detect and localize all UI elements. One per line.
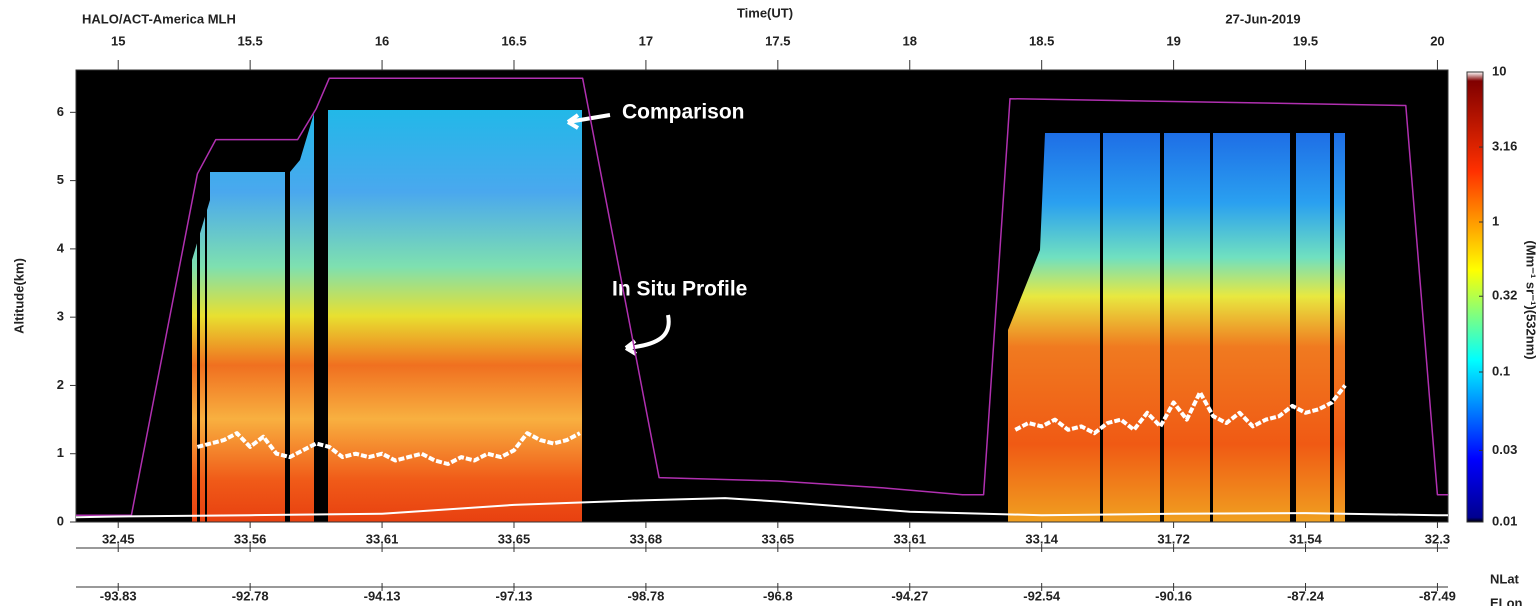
secondary-tick-label: 32.3 (1425, 531, 1450, 546)
secondary-tick-label: -87.24 (1287, 588, 1325, 603)
plot-frame (75, 69, 1449, 523)
secondary-tick-label: -92.78 (232, 588, 269, 603)
series-line (75, 497, 1448, 519)
secondary-tick-label: -93.83 (100, 588, 137, 603)
secondary-tick-label: -94.13 (364, 588, 401, 603)
y-tick-label: 1 (57, 445, 64, 460)
colorbar (1466, 71, 1484, 523)
secondary-tick-label: 33.61 (366, 531, 399, 546)
secondary-tick-label: 32.45 (102, 531, 135, 546)
date: 27-Jun-2019 (1225, 11, 1300, 26)
x-tick-label: 16 (375, 33, 389, 48)
y-tick-label: 5 (57, 172, 64, 187)
secondary-tick-label: 33.61 (893, 531, 926, 546)
x-tick-label: 19.5 (1293, 33, 1318, 48)
secondary-tick-label: 31.54 (1289, 531, 1322, 546)
secondary-tick-label: -90.16 (1155, 588, 1192, 603)
x-tick-label: 17.5 (765, 33, 790, 48)
secondary-tick-label: -96.8 (763, 588, 793, 603)
secondary-tick-label: -94.27 (891, 588, 928, 603)
x-tick-label: 19 (1166, 33, 1180, 48)
colorbar-label: (Mm⁻¹ sr⁻¹)(532nm) (1524, 240, 1536, 359)
colorbar-tick-label: 0.01 (1492, 513, 1517, 528)
secondary-tick-label: -98.78 (627, 588, 664, 603)
secondary-tick-label: -97.13 (496, 588, 533, 603)
x-tick-label: 18.5 (1029, 33, 1054, 48)
secondary-tick-label: -87.49 (1419, 588, 1456, 603)
secondary-tick-label: 33.68 (630, 531, 663, 546)
y-tick-label: 6 (57, 104, 64, 119)
secondary-axis-label: ELon (1490, 595, 1523, 606)
colorbar-tick-label: 0.32 (1492, 288, 1517, 303)
secondary-axis-label: NLat (1490, 571, 1520, 586)
x-tick-label: 18 (903, 33, 917, 48)
secondary-tick-label: 31.72 (1157, 531, 1190, 546)
secondary-tick-label: -92.54 (1023, 588, 1061, 603)
x-tick-label: 16.5 (501, 33, 526, 48)
colorbar-tick-label: 0.1 (1492, 363, 1510, 378)
annotation: In Situ Profile (612, 278, 747, 301)
x-tick-label: 15 (111, 33, 125, 48)
secondary-tick-label: 33.56 (234, 531, 267, 546)
annotation: Comparison (622, 101, 745, 124)
x-tick-label: 17 (639, 33, 653, 48)
secondary-tick-label: 33.14 (1025, 531, 1058, 546)
secondary-tick-label: 33.65 (762, 531, 795, 546)
colorbar-tick-label: 0.03 (1492, 442, 1517, 457)
x-axis-label: Time(UT) (737, 5, 793, 20)
colorbar-tick-label: 1 (1492, 213, 1499, 228)
arrow (566, 113, 611, 130)
x-tick-label: 20 (1430, 33, 1444, 48)
series-line (196, 384, 1347, 466)
y-tick-label: 3 (57, 309, 64, 324)
y-tick-label: 2 (57, 377, 64, 392)
curtain (1008, 133, 1345, 522)
series-line (76, 77, 1448, 516)
chart-title: HALO/ACT-America MLH (82, 11, 236, 26)
secondary-tick-label: 33.65 (498, 531, 531, 546)
curtain-gaps (197, 100, 1334, 522)
y-tick-label: 4 (57, 240, 65, 255)
colorbar-tick-label: 3.16 (1492, 138, 1517, 153)
y-axis-label: Altitude(km) (11, 258, 26, 334)
y-tick-label: 0 (57, 513, 64, 528)
colorbar-tick-label: 10 (1492, 63, 1506, 78)
x-tick-label: 15.5 (237, 33, 262, 48)
